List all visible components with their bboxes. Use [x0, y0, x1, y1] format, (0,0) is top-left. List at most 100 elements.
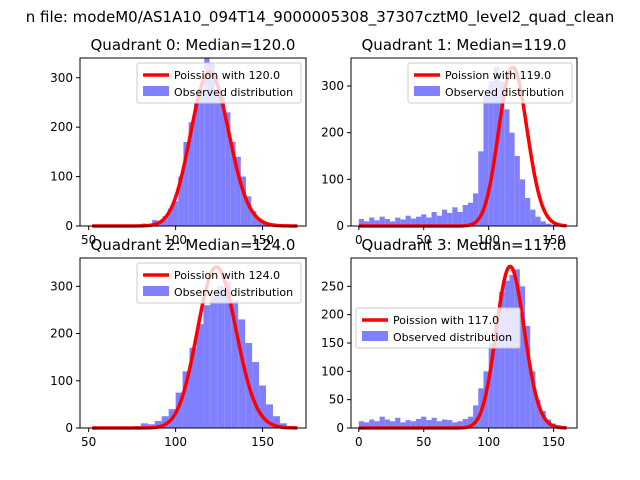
histogram-bar — [389, 221, 396, 226]
legend: Poission with 124.0 Observed distribution — [136, 262, 302, 304]
histogram-bar — [369, 217, 375, 226]
histogram-bar — [384, 419, 390, 428]
histogram-bar — [230, 142, 236, 226]
y-tick-label: 0 — [336, 421, 344, 435]
y-tick-label: 150 — [321, 336, 344, 350]
histogram-bars — [141, 58, 267, 226]
histogram-bar — [530, 371, 536, 428]
histogram-bars — [126, 281, 287, 428]
y-tick-label: 300 — [50, 71, 73, 85]
y-tick-label: 0 — [65, 219, 73, 233]
histogram-bar — [210, 295, 218, 428]
legend-box — [407, 62, 573, 104]
histogram-bar — [431, 212, 437, 226]
histogram-bar — [224, 281, 232, 428]
histogram-bar — [209, 62, 215, 226]
histogram-bar — [441, 209, 448, 226]
legend-bar-swatch — [143, 286, 169, 296]
histogram-bar — [379, 216, 385, 226]
histogram-bar — [457, 421, 463, 428]
histogram-bar — [266, 404, 273, 428]
histogram-bar — [462, 205, 468, 226]
y-tick-label: 200 — [50, 327, 73, 341]
x-tick-label: 50 — [81, 435, 96, 449]
histogram-bar — [535, 399, 541, 428]
panel-quadrant-2: 50 100 150 0 100 200 300 Quadrant 2: Median=124… — [50, 236, 307, 449]
histogram-bar — [203, 305, 211, 428]
y-tick-label: 100 — [321, 172, 344, 186]
histogram-bar — [252, 361, 260, 428]
histogram-bar — [196, 324, 204, 428]
histogram-bar — [363, 422, 370, 428]
histogram-bar — [178, 176, 184, 226]
histogram-bar — [535, 216, 541, 226]
legend-label-observed: Observed distribution — [393, 331, 512, 344]
histogram-bar — [488, 343, 494, 428]
histogram-bar — [374, 421, 380, 428]
y-tick-label: 200 — [321, 308, 344, 322]
y-tick-label: 300 — [321, 79, 344, 93]
histogram-bar — [467, 416, 474, 428]
histogram-bar — [488, 81, 494, 226]
histogram-bar — [499, 81, 505, 226]
panel-title: Quadrant 1: Median=119.0 — [362, 36, 567, 54]
histogram-bars — [358, 67, 562, 226]
histogram-bar — [175, 392, 183, 428]
histogram-bar — [189, 347, 197, 428]
x-tick-label: 100 — [164, 233, 187, 247]
histogram-bar — [199, 92, 205, 226]
histogram-bar — [405, 215, 411, 226]
histogram-bar — [519, 179, 526, 226]
histogram-bar — [483, 95, 489, 226]
plot-frame — [350, 57, 578, 227]
x-tick-label: 150 — [251, 435, 274, 449]
y-tick-label: 200 — [321, 126, 344, 140]
histogram-bar — [246, 196, 252, 226]
x-tick-label: 100 — [477, 435, 500, 449]
legend: Poission with 120.0 Observed distribution — [136, 62, 302, 104]
y-tick-label: 250 — [321, 279, 344, 293]
panel-quadrant-3: 0 50 100 150 0 50 100 150 200 250 Quadrant 3: Medi… — [321, 236, 578, 449]
histogram-bar — [188, 122, 194, 226]
figure-suptitle: n file: modeM0/AS1A10_094T14_9000005308_… — [26, 8, 615, 27]
histogram-bar — [173, 201, 179, 226]
histogram-bar — [525, 198, 531, 226]
histogram-bar — [509, 275, 515, 428]
histogram-bar — [389, 421, 396, 428]
plot-frame — [79, 57, 307, 227]
histogram-bar — [154, 420, 162, 428]
histogram-bar — [240, 176, 247, 226]
y-tick-label: 100 — [321, 364, 344, 378]
histogram-bar — [251, 211, 257, 226]
panel-title: Quadrant 0: Median=120.0 — [91, 36, 296, 54]
histogram-bar — [421, 416, 427, 428]
histogram-bar — [447, 212, 453, 226]
panel-title: Quadrant 3: Median=117.0 — [362, 236, 567, 254]
histogram-bar — [384, 219, 390, 226]
histogram-bar — [509, 132, 515, 226]
histogram-bar — [462, 418, 468, 428]
panel-quadrant-1: 0 50 100 150 0 100 200 300 Quadrant 1: Median=11… — [321, 36, 578, 247]
y-tick-label: 100 — [50, 374, 73, 388]
histogram-bar — [217, 286, 225, 428]
histogram-bar — [431, 417, 437, 428]
histogram-bar — [473, 405, 479, 428]
legend-label-observed: Observed distribution — [174, 86, 293, 99]
legend-bar-swatch — [362, 331, 388, 341]
histogram-bar — [162, 216, 168, 226]
histogram-bar — [204, 58, 210, 226]
histogram-bar — [504, 109, 510, 226]
histogram-bar — [499, 292, 505, 428]
histogram-bar — [374, 220, 380, 226]
x-tick-label: 50 — [416, 233, 431, 247]
panel-title: Quadrant 2: Median=124.0 — [91, 236, 296, 254]
histogram-bar — [238, 319, 246, 428]
histogram-bar — [493, 314, 500, 428]
histogram-bar — [140, 423, 148, 428]
y-tick-label: 50 — [329, 393, 344, 407]
histogram-bar — [452, 207, 458, 226]
histogram-bar — [514, 156, 520, 226]
histogram-bar — [415, 418, 422, 428]
histogram-bar — [540, 411, 546, 428]
legend: Poission with 117.0 Observed distribution — [355, 307, 521, 349]
